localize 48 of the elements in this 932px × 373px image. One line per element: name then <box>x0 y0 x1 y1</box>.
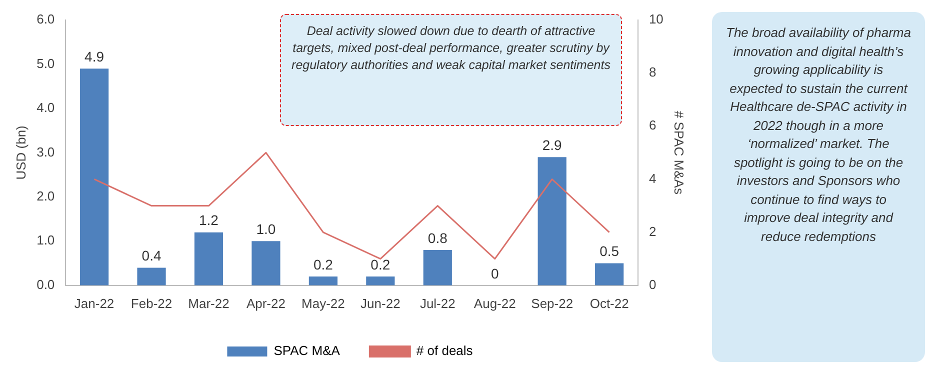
y2-tick-label: 6 <box>648 118 656 133</box>
data-label: 2.9 <box>542 136 562 153</box>
bar <box>252 241 280 286</box>
x-tick-label: Jul-22 <box>420 296 456 311</box>
y-tick-label: 5.0 <box>36 56 55 71</box>
bar <box>308 276 338 286</box>
data-label: 0.8 <box>428 230 448 246</box>
data-label: 1.0 <box>256 221 276 238</box>
legend-label: # of deals <box>416 343 474 358</box>
y2-tick-label: 8 <box>648 64 656 80</box>
bar <box>423 250 452 286</box>
y2-axis-title: # SPAC M&As <box>672 110 687 195</box>
y-tick-label: 4.0 <box>36 100 55 116</box>
data-label: 0.2 <box>313 256 334 272</box>
y-tick-label: 0.0 <box>36 276 55 292</box>
y-tick-label: 3.0 <box>36 144 55 160</box>
data-label: 1.2 <box>199 212 219 228</box>
note-box: Deal activity slowed down due to dearth of attractive targets, mixed post-deal performance, greater scrutiny by regulatory authorities and weak capital market sentiments <box>280 14 622 126</box>
y2-tick-label: 0 <box>648 276 656 292</box>
bar <box>137 268 166 286</box>
bar <box>538 157 566 286</box>
x-tick-label: Sep-22 <box>531 296 574 311</box>
x-tick-label: Feb-22 <box>130 296 172 311</box>
y2-tick-label: 4 <box>648 170 656 186</box>
y-tick-label: 2.0 <box>36 188 55 204</box>
x-tick-label: Jun-22 <box>360 296 400 311</box>
x-tick-label: Oct-22 <box>590 296 629 311</box>
x-tick-label: May-22 <box>302 296 345 311</box>
data-label: 0 <box>490 265 499 282</box>
bar <box>194 232 224 286</box>
x-tick-label: Mar-22 <box>188 296 230 311</box>
text-card: The broad availability of pharma innovation and digital health’s growing applicability is expected to sustain the current Healthcare de-SPAC activity in 2022 though in a more ‘normalized’ market. The spotlight is going to be on the investors and Sponsors who continue to find ways to improve deal integrity and reduce redemptions <box>712 12 925 362</box>
y2-tick-label: 2 <box>648 224 656 239</box>
y-tick-label: 1.0 <box>36 232 55 248</box>
bar <box>595 263 624 286</box>
bar <box>366 276 395 286</box>
legend-label: SPAC M&A <box>274 343 340 358</box>
x-tick-label: Apr-22 <box>246 296 286 311</box>
data-label: 0.2 <box>370 256 390 272</box>
data-label: 0.4 <box>142 248 162 264</box>
data-label: 0.5 <box>600 243 620 260</box>
x-tick-label: Jan-22 <box>74 296 114 311</box>
y-tick-label: 6.0 <box>36 12 55 27</box>
bar <box>80 68 109 286</box>
y2-tick-label: 10 <box>648 12 664 27</box>
data-label: 4.9 <box>84 48 104 65</box>
x-tick-label: Aug-22 <box>474 296 516 311</box>
y-axis-title: USD (bn) <box>13 126 28 180</box>
